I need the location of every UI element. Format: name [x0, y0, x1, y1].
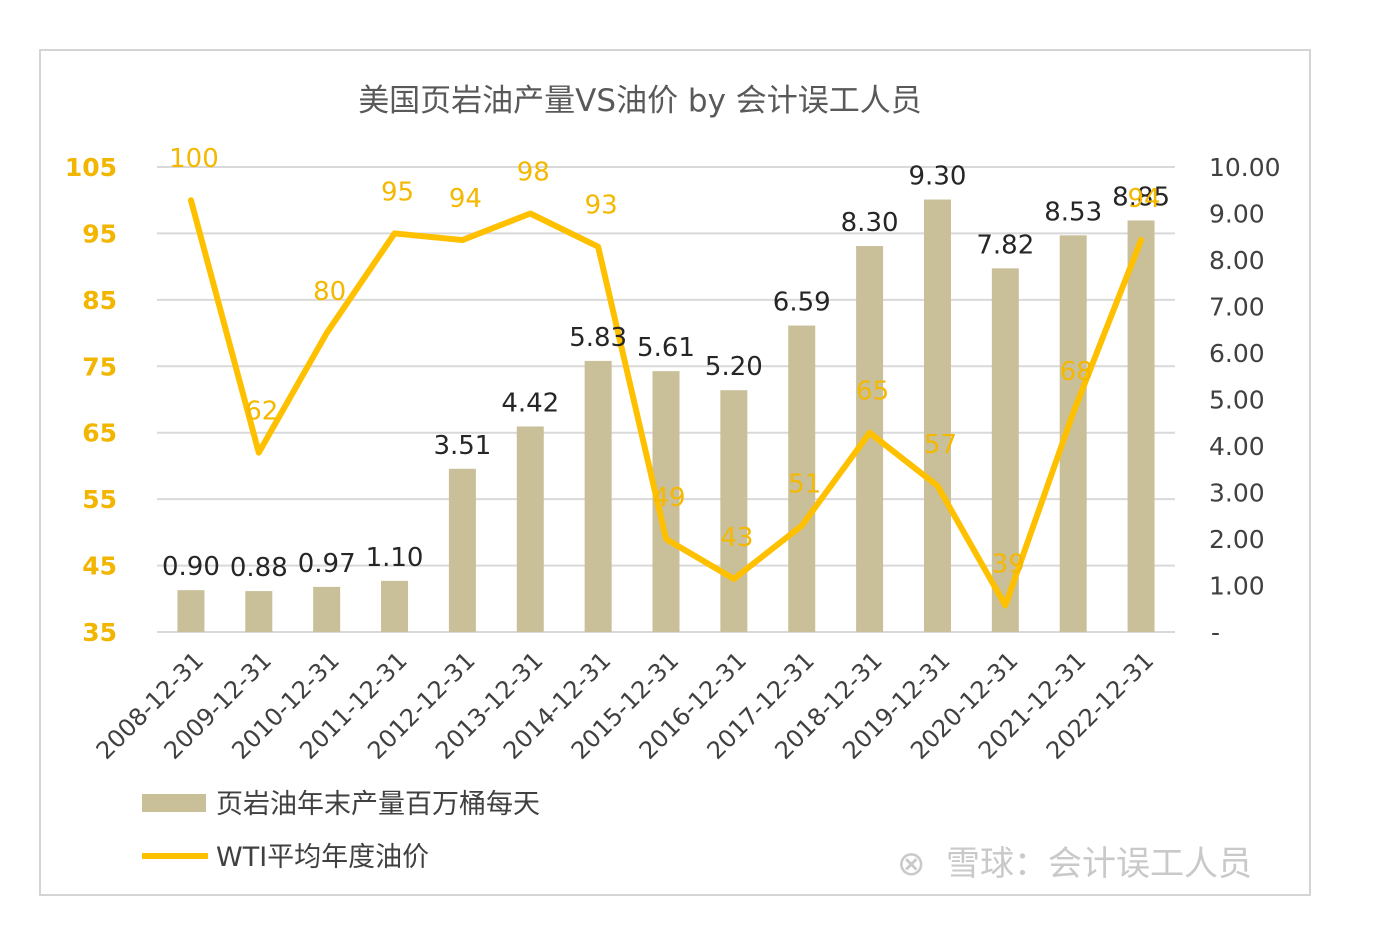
left-tick-label: 45	[82, 552, 117, 581]
right-tick-label: 1.00	[1209, 572, 1265, 601]
line-data-label: 100	[169, 144, 219, 174]
legend: 页岩油年末产量百万桶每天 WTI平均年度油价	[142, 789, 540, 873]
bar-data-label: 5.20	[705, 352, 763, 382]
bar-2017-12-31	[788, 325, 816, 632]
watermark-text: 雪球：会计误工人员	[946, 844, 1252, 884]
right-tick-label: 7.00	[1209, 293, 1265, 322]
left-tick-label: 55	[82, 485, 117, 514]
bar-2008-12-31	[177, 590, 205, 632]
bar-data-label: 6.59	[773, 288, 831, 318]
watermark: ⊗ 雪球：会计误工人员	[897, 844, 1252, 884]
right-tick-label: 4.00	[1209, 432, 1265, 461]
wti-price-line	[187, 197, 1145, 609]
bar-data-label: 0.90	[162, 552, 220, 582]
line-data-label: 39	[992, 549, 1025, 579]
left-tick-label: 35	[82, 618, 117, 647]
watermark-logo-icon: ⊗	[897, 844, 926, 884]
chart-title: 美国页岩油产量VS油价 by 会计误工人员	[358, 83, 922, 119]
bar-2013-12-31	[516, 426, 544, 632]
bar-2019-12-31	[923, 199, 951, 633]
bar-2014-12-31	[584, 360, 612, 632]
bar-data-label: 8.30	[841, 208, 899, 238]
right-tick-label: 6.00	[1209, 339, 1265, 368]
right-axis: 10.00 9.00 8.00 7.00 6.00 5.00 4.00 3.00 2.00 1.0…	[1209, 153, 1281, 647]
line-data-labels: 100 62 80 95 94 98 93 49 43 51 65 57 39 68 94	[169, 144, 1161, 579]
right-tick-label: 10.00	[1209, 153, 1281, 182]
left-axis: 105 95 85 75 65 55 45 35	[65, 153, 117, 647]
bar-data-label: 5.61	[637, 333, 695, 363]
x-axis: 2008-12-312009-12-312010-12-312011-12-31…	[91, 646, 1160, 764]
chart-canvas: 美国页岩油产量VS油价 by 会计误工人员 10595857565554535 …	[65, 83, 1281, 884]
legend-bar-swatch	[142, 794, 206, 812]
bar-2011-12-31	[381, 580, 409, 632]
bar-2010-12-31	[313, 586, 341, 632]
right-tick-label: 3.00	[1209, 479, 1265, 508]
right-tick-label: 5.00	[1209, 386, 1265, 415]
line-data-label: 94	[449, 184, 482, 214]
bar-data-label: 9.30	[909, 162, 967, 192]
bar-data-label: 5.83	[569, 323, 627, 353]
line-series	[187, 197, 1145, 609]
bar-2009-12-31	[245, 591, 273, 632]
bar-data-label: 0.88	[230, 553, 288, 583]
bar-data-label: 4.42	[501, 388, 559, 418]
right-tick-label: 8.00	[1209, 246, 1265, 275]
line-data-label: 49	[652, 483, 685, 513]
right-tick-label: -	[1211, 618, 1220, 647]
line-data-label: 98	[517, 158, 550, 188]
bar-2012-12-31	[448, 468, 476, 632]
bar-data-label: 1.10	[366, 543, 424, 573]
bar-data-label: 3.51	[433, 431, 491, 461]
bar-data-label: 8.53	[1044, 197, 1102, 227]
left-tick-label: 75	[82, 352, 117, 381]
line-data-label: 80	[313, 277, 346, 307]
bar-data-label: 8.85	[1112, 182, 1170, 212]
line-data-label: 94	[1128, 184, 1161, 214]
left-tick-label: 65	[82, 419, 117, 448]
bar-data-label: 0.97	[298, 549, 356, 579]
line-data-label: 57	[924, 430, 957, 460]
line-data-label: 65	[856, 377, 889, 407]
legend-bar-label: 页岩油年末产量百万桶每天	[216, 789, 540, 820]
bar-data-label: 7.82	[976, 230, 1034, 260]
line-data-label: 68	[1060, 357, 1093, 387]
line-data-label: 95	[381, 177, 414, 207]
line-data-label: 93	[585, 191, 618, 221]
left-tick-label: 105	[65, 153, 117, 182]
legend-line-label: WTI平均年度油价	[216, 842, 429, 873]
left-tick-label: 85	[82, 286, 117, 315]
bar-2022-12-31	[1127, 220, 1155, 632]
chart-frame: 美国页岩油产量VS油价 by 会计误工人员 105 95 85 75 65 55 45 35 …	[39, 49, 1311, 896]
right-tick-label: 2.00	[1209, 525, 1265, 554]
left-tick-label: 95	[82, 219, 117, 248]
right-tick-label: 9.00	[1209, 200, 1265, 229]
line-data-label: 51	[788, 470, 821, 500]
bar-data-labels: 0.90 0.88 0.97 1.10 3.51 4.42 5.83 5.61 5.20 6.59…	[162, 162, 1170, 584]
line-data-label: 43	[720, 523, 753, 553]
bar-2016-12-31	[720, 390, 748, 632]
line-data-label: 62	[245, 397, 278, 427]
